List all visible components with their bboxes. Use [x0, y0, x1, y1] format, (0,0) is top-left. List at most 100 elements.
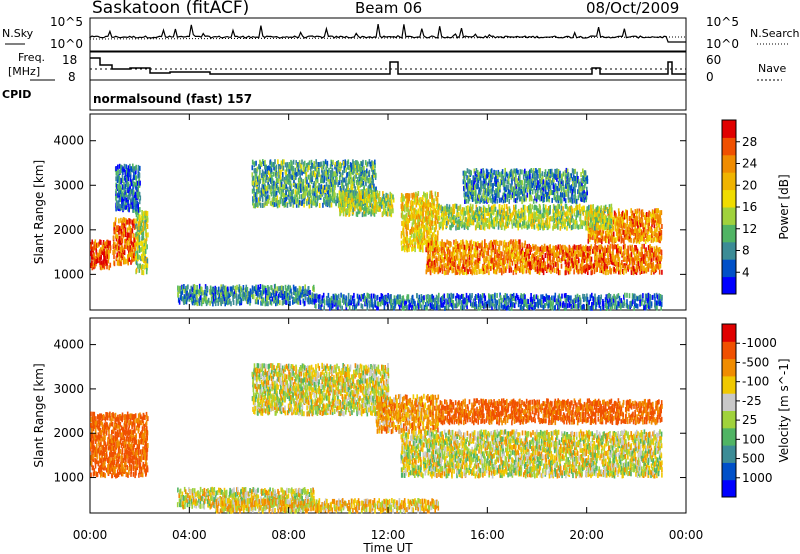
data-cell [117, 187, 120, 193]
data-cell [107, 258, 110, 264]
data-cell [253, 188, 256, 194]
data-cell [102, 259, 105, 265]
data-cell [116, 184, 118, 189]
data-cell [375, 194, 378, 200]
data-cell [109, 240, 111, 246]
data-cell [620, 246, 622, 252]
data-cell [381, 199, 384, 205]
data-cell [464, 210, 466, 216]
data-cell [374, 196, 377, 201]
data-cell [322, 202, 324, 208]
data-cell [433, 259, 436, 265]
data-cell [457, 264, 459, 269]
data-cell [343, 177, 345, 183]
data-cell [351, 166, 353, 172]
data-cell [258, 187, 260, 193]
data-cell [330, 202, 333, 208]
data-cell [141, 239, 143, 244]
data-cell [354, 186, 356, 192]
data-cell [292, 159, 295, 165]
data-cell [542, 270, 545, 276]
data-cell [463, 254, 466, 260]
data-cell [587, 238, 590, 244]
data-cell [126, 188, 128, 193]
data-cell [133, 204, 135, 210]
data-cell [525, 249, 528, 255]
data-cell [502, 175, 504, 181]
data-cell [405, 201, 407, 207]
data-cell [506, 206, 509, 212]
data-cell [320, 193, 322, 198]
data-cell [141, 213, 144, 219]
data-cell [475, 247, 477, 253]
data-cell [115, 195, 117, 201]
data-cell [437, 209, 440, 215]
data-cell [114, 229, 116, 235]
data-cell [454, 261, 457, 267]
data-cell [312, 195, 315, 201]
data-cell [139, 225, 142, 231]
data-cell [415, 197, 417, 203]
data-cell [522, 257, 524, 263]
data-cell [446, 239, 448, 245]
data-cell [434, 191, 437, 197]
data-cell [519, 244, 521, 250]
data-cell [332, 171, 334, 177]
data-cell [521, 269, 524, 275]
data-cell [125, 238, 127, 244]
data-cell [366, 168, 368, 174]
data-cell [454, 248, 456, 254]
data-cell [344, 202, 346, 208]
data-cell [503, 250, 506, 256]
data-cell [324, 159, 327, 165]
data-cell [267, 198, 270, 204]
data-cell [436, 197, 439, 203]
data-cell [257, 202, 259, 208]
data-cell [419, 235, 422, 241]
data-cell [366, 202, 368, 208]
data-cell [389, 211, 391, 217]
data-cell [515, 246, 517, 252]
data-cell [115, 176, 117, 182]
data-cell [443, 270, 446, 276]
data-cell [133, 224, 136, 230]
data-cell [467, 269, 469, 275]
data-cell [335, 171, 337, 177]
data-cell [315, 159, 317, 165]
data-cell [428, 235, 430, 241]
data-cell [262, 176, 265, 182]
data-cell [328, 184, 331, 190]
data-cell [426, 240, 428, 246]
data-cell [294, 182, 297, 188]
data-cell [595, 245, 597, 250]
data-cell [127, 172, 129, 178]
data-cell [319, 184, 321, 190]
data-cell [616, 216, 618, 222]
data-cell [586, 225, 589, 231]
data-cell [497, 209, 499, 215]
data-cell [374, 163, 376, 168]
data-cell [350, 163, 353, 169]
date-title: 08/Oct/2009 [586, 0, 680, 17]
data-cell [497, 221, 500, 227]
data-cell [505, 255, 508, 261]
data-cell [489, 254, 491, 260]
data-cell [460, 266, 463, 272]
data-cell [451, 268, 454, 274]
data-cell [402, 223, 405, 229]
data-cell [417, 213, 420, 219]
data-cell [370, 197, 373, 203]
data-cell [336, 196, 338, 201]
data-cell [462, 241, 465, 247]
data-cell [384, 202, 387, 208]
data-cell [475, 264, 477, 270]
data-cell [407, 193, 409, 199]
data-cell [519, 263, 522, 269]
data-cell [282, 201, 284, 207]
data-cell [423, 206, 425, 212]
data-cell [285, 170, 287, 176]
data-cell [128, 245, 130, 251]
data-cell [364, 176, 366, 182]
data-cell [356, 167, 359, 173]
data-cell [115, 170, 118, 176]
